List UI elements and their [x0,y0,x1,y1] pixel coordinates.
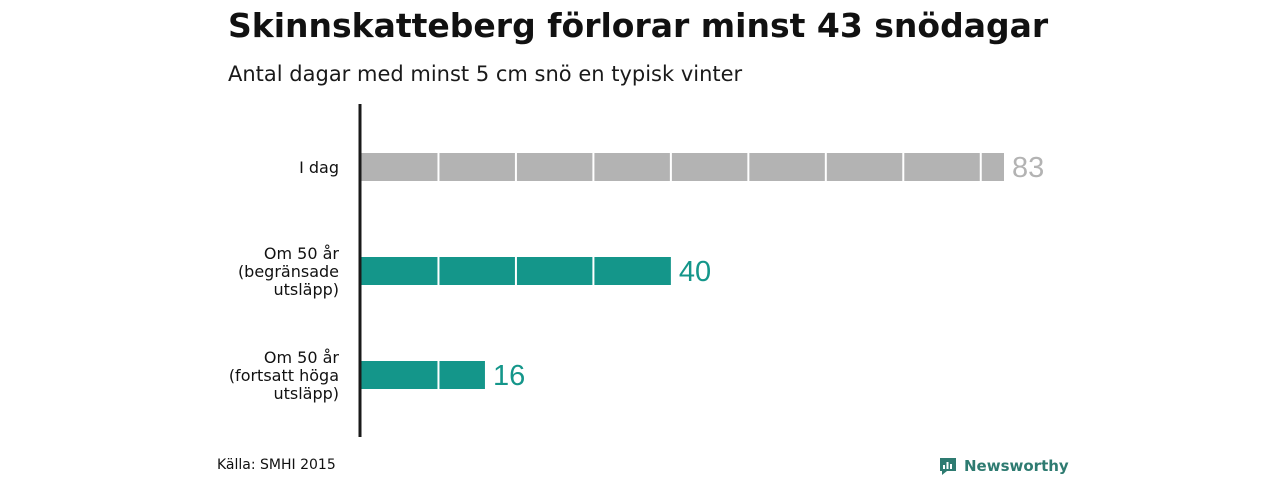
bar-0 [361,153,1004,181]
brand-logo: Newsworthy [938,456,1069,476]
value-label-0: 83 [1012,152,1044,184]
category-label-1: Om 50 år (begränsade utsläpp) [238,244,339,299]
category-label-2: Om 50 år (fortsatt höga utsläpp) [229,348,340,403]
category-label-line: utsläpp) [273,280,339,299]
category-label-line: (fortsatt höga [229,366,339,385]
value-label-1: 40 [679,256,711,288]
category-label-line: utsläpp) [273,384,339,403]
category-label-line: Om 50 år [264,244,340,263]
category-label-line: Om 50 år [264,348,340,367]
chart-subtitle: Antal dagar med minst 5 cm snö en typisk… [228,62,743,86]
newsworthy-logo-icon [940,458,956,475]
category-label-line: I dag [299,158,339,177]
category-label-0: I dag [299,158,339,177]
category-label-line: (begränsade [238,262,339,281]
brand-name: Newsworthy [964,457,1069,475]
source-note: Källa: SMHI 2015 [217,457,336,473]
bar-2 [361,361,485,389]
value-label-2: 16 [493,360,525,392]
chart-title: Skinnskatteberg förlorar minst 43 snödag… [228,6,1049,45]
